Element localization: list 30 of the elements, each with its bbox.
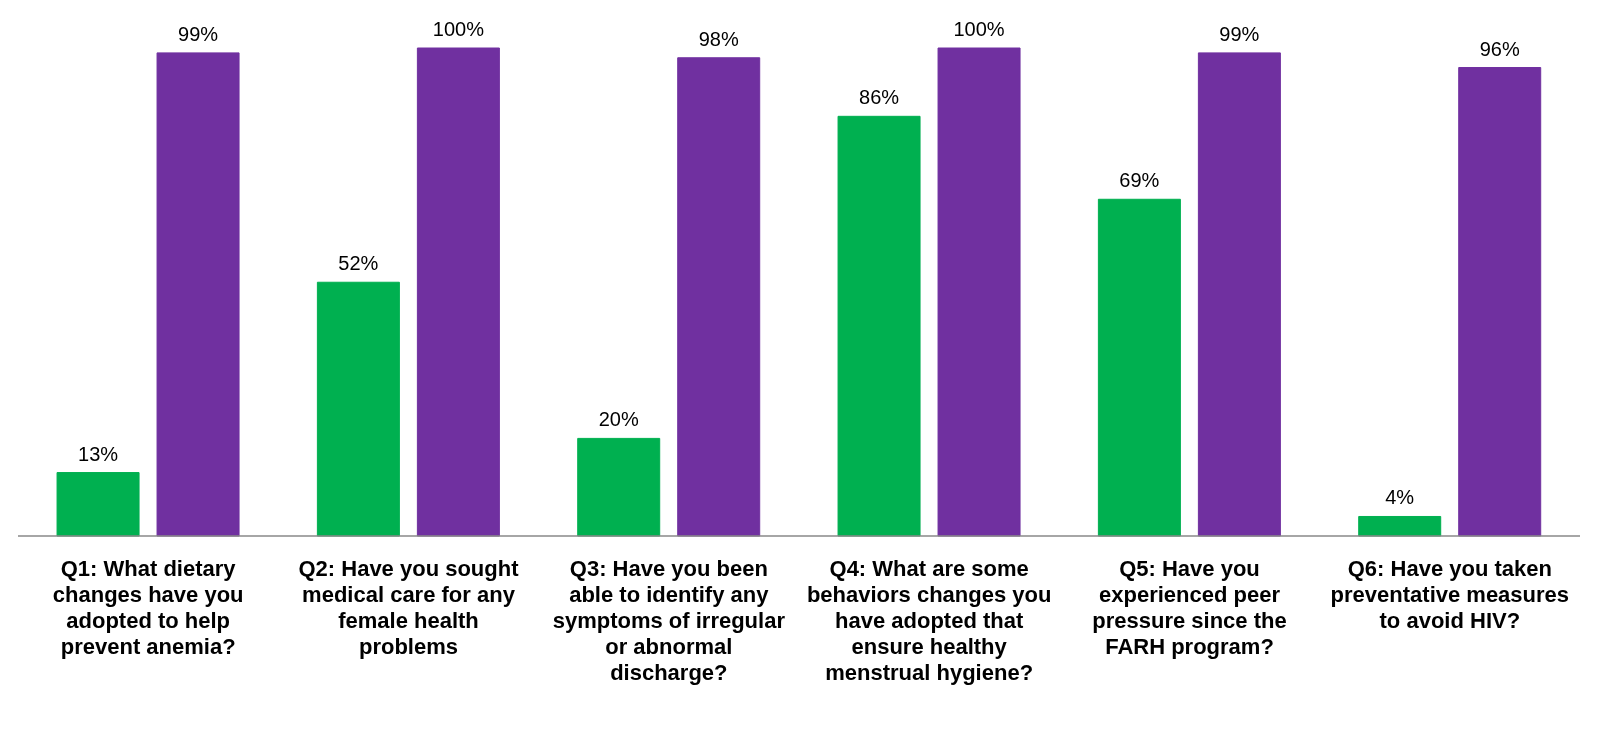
data-label: 98% [698, 27, 739, 50]
bar [56, 472, 140, 537]
data-label: 69% [1119, 169, 1160, 192]
x-tick-label: Q5: Have you experienced peer pressure since the FARH program? [1092, 556, 1287, 659]
bar [677, 57, 761, 537]
data-label: 20% [598, 408, 639, 431]
data-label: 13% [78, 442, 119, 465]
bar [156, 52, 240, 537]
data-label: 96% [1479, 37, 1520, 60]
x-tick-label: Q2: Have you sought medical care for any female health problems [298, 556, 520, 659]
data-label: 100% [953, 18, 1005, 40]
bar [1358, 515, 1442, 537]
bar [837, 115, 921, 537]
bar [1097, 198, 1181, 537]
x-tick-label: Q3: Have you been able to identify any symptoms of irregular or abnormal discharge? [552, 556, 786, 685]
x-tick-label: Q1: What dietary changes have you adopted to help prevent anemia? [52, 556, 244, 659]
bar [577, 437, 661, 537]
bar [937, 47, 1021, 537]
data-label: 4% [1385, 486, 1415, 509]
data-label: 100% [432, 18, 485, 40]
bar [1197, 52, 1281, 537]
data-label: 99% [178, 22, 219, 45]
x-tick-label: Q4: What are some behaviors changes you have adopted that ensure healthy menstrual hygiene? [806, 556, 1052, 685]
bar [316, 281, 400, 537]
data-label: 86% [859, 86, 900, 109]
data-label: 99% [1219, 22, 1260, 45]
bar [416, 47, 500, 537]
bar [1458, 67, 1542, 537]
data-label: 52% [338, 252, 379, 275]
x-tick-label: Q6: Have you taken preventative measures to avoid HIV? [1330, 556, 1570, 633]
